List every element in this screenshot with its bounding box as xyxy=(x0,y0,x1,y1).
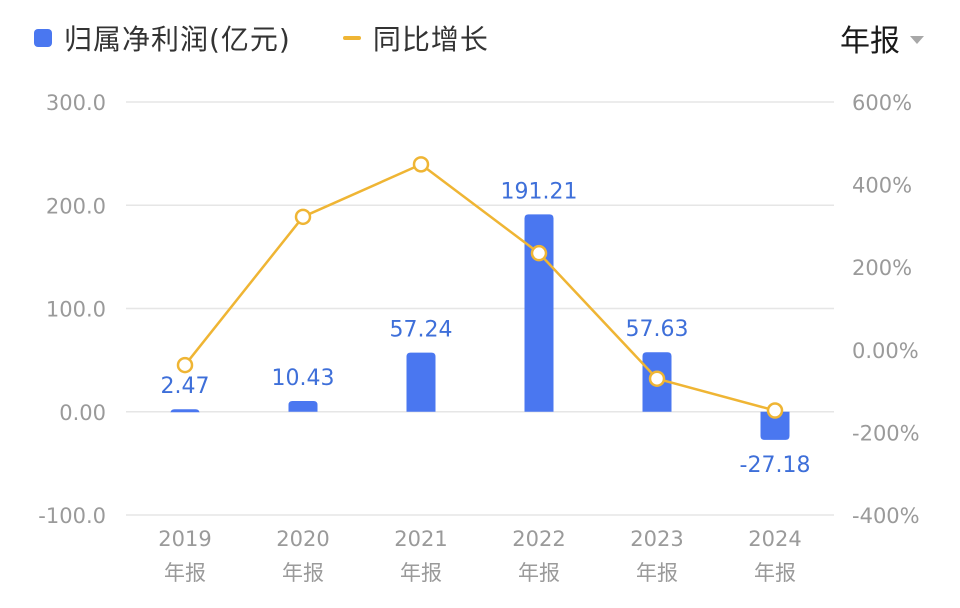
left-axis-tick-label: 0.00 xyxy=(59,401,106,425)
x-axis-year-label: 2022 xyxy=(512,527,565,551)
legend-growth-label: 同比增长 xyxy=(372,23,489,56)
bar-value-label: 10.43 xyxy=(272,366,335,391)
right-axis-tick-label: -200% xyxy=(852,421,920,445)
right-axis-tick-label: 600% xyxy=(852,91,912,115)
growth-point-2022 xyxy=(530,244,548,262)
chevron-down-icon xyxy=(910,36,924,44)
growth-point-2019 xyxy=(176,356,194,374)
legend-profit-label: 归属净利润(亿元) xyxy=(64,23,291,56)
x-axis-period-label: 年报 xyxy=(518,561,560,585)
x-axis-year-label: 2020 xyxy=(276,527,329,551)
growth-point-2023 xyxy=(648,370,666,387)
legend-line-swatch-icon xyxy=(342,36,361,40)
growth-point-2021 xyxy=(412,156,430,173)
bar-2021 xyxy=(406,352,436,412)
bar-value-label: 57.63 xyxy=(626,317,689,342)
legend-bar-swatch-icon xyxy=(34,29,52,47)
x-axis-period-label: 年报 xyxy=(282,561,324,585)
bar-2020 xyxy=(288,400,318,412)
x-axis-period-label: 年报 xyxy=(636,561,678,585)
right-axis-tick-label: -400% xyxy=(852,504,920,528)
bar-value-label: 2.47 xyxy=(161,374,210,399)
bar-value-label: 57.24 xyxy=(390,318,453,343)
period-dropdown-label: 年报 xyxy=(840,24,900,59)
left-axis-tick-label: 300.0 xyxy=(46,91,106,115)
legend-item-growth[interactable]: 同比增长 xyxy=(342,18,489,58)
growth-line xyxy=(184,163,776,412)
x-axis-period-label: 年报 xyxy=(754,561,796,585)
chart-legend: 归属净利润(亿元) 同比增长 xyxy=(34,14,541,62)
left-axis-tick-label: 100.0 xyxy=(46,298,106,322)
bar-2022 xyxy=(524,214,554,412)
left-axis-tick-label: -100.0 xyxy=(38,504,106,528)
x-axis-period-label: 年报 xyxy=(400,561,442,585)
period-dropdown[interactable]: 年报 xyxy=(840,14,924,62)
growth-point-2020 xyxy=(294,208,312,226)
growth-point-2024 xyxy=(766,402,784,419)
legend-item-profit[interactable]: 归属净利润(亿元) xyxy=(34,18,291,58)
x-axis-year-label: 2023 xyxy=(630,527,683,551)
x-axis-year-label: 2024 xyxy=(748,527,801,551)
x-axis-year-label: 2019 xyxy=(158,527,211,551)
right-axis-tick-label: 400% xyxy=(852,174,912,198)
right-axis-tick-label: 200% xyxy=(852,256,912,280)
bar-2024 xyxy=(760,411,790,440)
x-axis-period-label: 年报 xyxy=(164,561,206,585)
bar-2019 xyxy=(170,409,200,414)
bar-value-label: 191.21 xyxy=(501,179,578,204)
right-axis-tick-label: 0.00% xyxy=(852,339,919,363)
bar-value-label: -27.18 xyxy=(740,453,811,478)
left-axis-tick-label: 200.0 xyxy=(46,194,106,218)
x-axis-year-label: 2021 xyxy=(394,527,447,551)
